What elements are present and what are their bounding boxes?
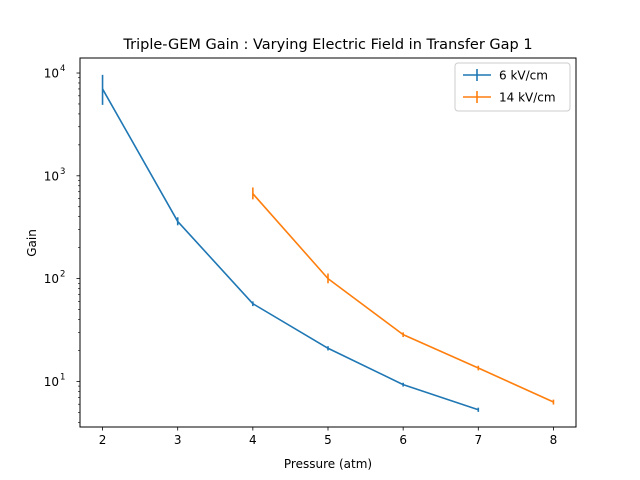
legend-item: 14 kV/cm (463, 91, 556, 105)
plot-frame (79, 57, 577, 428)
y-tick-exponent: 3 (60, 167, 65, 177)
y-tick-exponent: 2 (60, 270, 65, 280)
x-tick-label: 3 (174, 433, 182, 447)
legend-label: 14 kV/cm (499, 91, 556, 105)
series-line (101, 88, 479, 411)
x-tick-label: 2 (99, 433, 107, 447)
y-tick-label: 10 (44, 169, 59, 183)
legend-label: 6 kV/cm (499, 69, 548, 83)
x-axis-label: Pressure (atm) (284, 457, 372, 471)
legend: 6 kV/cm 14 kV/cm (454, 62, 571, 112)
series-layer (101, 74, 555, 412)
legend-item: 6 kV/cm (463, 69, 548, 83)
series-line (252, 193, 554, 403)
y-tick-exponent: 1 (60, 372, 65, 382)
y-tick-label: 10 (44, 67, 59, 81)
x-tick-label: 7 (474, 433, 482, 447)
x-tick-label: 4 (249, 433, 257, 447)
series (101, 74, 480, 412)
y-tick-label: 10 (44, 272, 59, 286)
x-tick-label: 6 (399, 433, 407, 447)
x-axis: 2 3 4 5 6 7 8 (99, 427, 558, 447)
chart-title: Triple-GEM Gain : Varying Electric Field… (122, 37, 532, 53)
y-tick-label: 10 (44, 375, 59, 389)
x-tick-label: 5 (324, 433, 332, 447)
x-tick-label: 8 (550, 433, 558, 447)
y-tick-exponent: 4 (60, 64, 65, 74)
series (252, 187, 555, 405)
y-axis-label: Gain (25, 229, 39, 257)
